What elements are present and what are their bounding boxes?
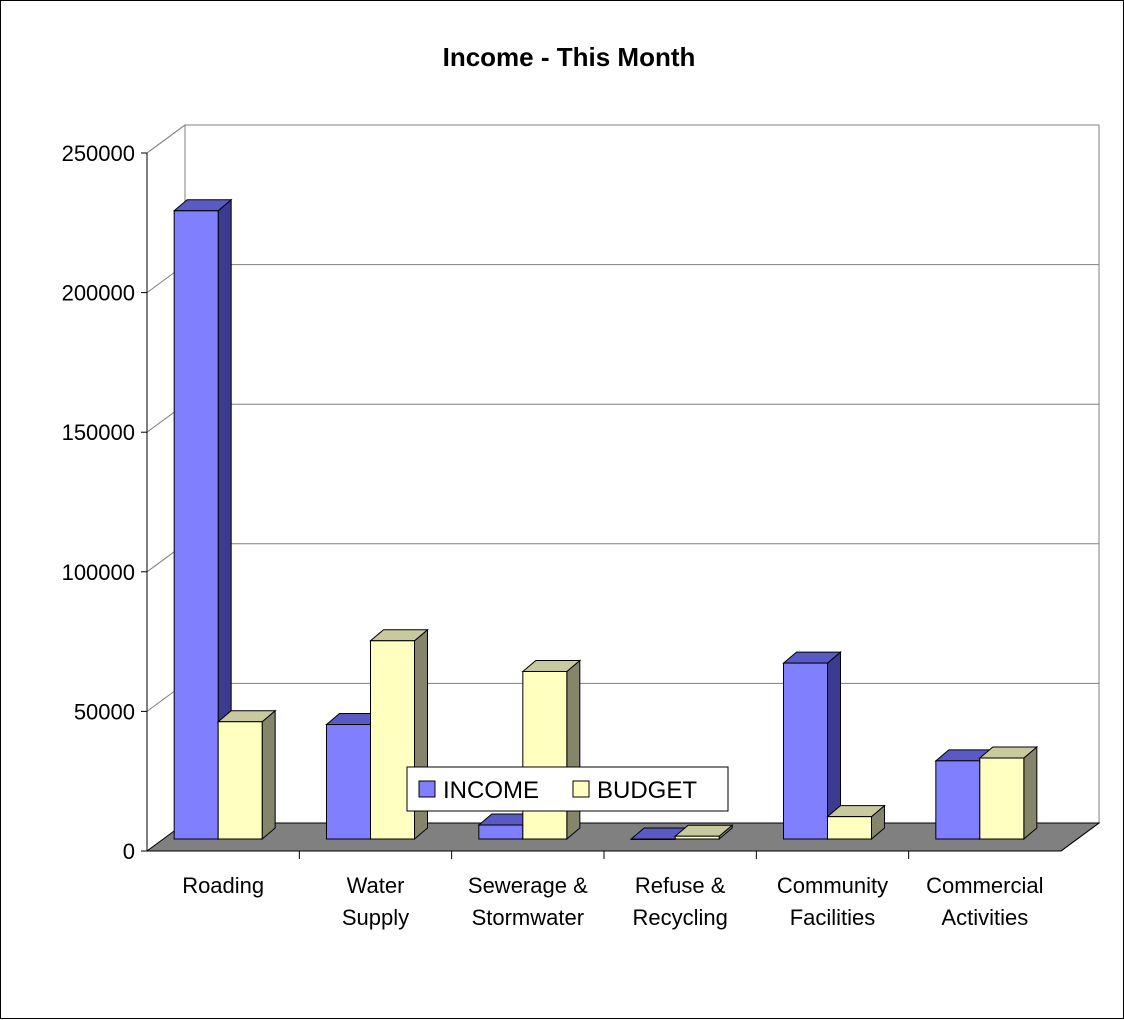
- bar-front: [217, 721, 263, 840]
- legend-label-budget: BUDGET: [597, 777, 697, 804]
- gridline: [146, 543, 1099, 573]
- bar-income: [782, 651, 842, 841]
- chart-walls: [145, 124, 1101, 852]
- bar-budget: [673, 824, 734, 841]
- bar-front: [326, 724, 371, 840]
- floor-right-edge: [1060, 822, 1100, 852]
- gridline: [146, 403, 1099, 433]
- bar-front: [522, 670, 568, 840]
- bar-front: [630, 838, 676, 840]
- bar-budget: [826, 804, 886, 841]
- bar-side: [566, 659, 581, 841]
- legend-swatch-income: [418, 780, 436, 798]
- bar-side: [261, 709, 276, 841]
- x-tick-label: Sewerage & Stormwater: [468, 873, 588, 930]
- bars: [172, 198, 1039, 841]
- gridlines: [146, 124, 1099, 712]
- x-tick-label: Commercial Activities: [926, 873, 1043, 930]
- bar-side: [1023, 745, 1038, 841]
- gridline: [146, 124, 1099, 154]
- y-tick-label: 50000: [74, 699, 135, 724]
- chart-title: Income - This Month: [443, 42, 696, 72]
- bar-front: [478, 824, 524, 840]
- gridline: [146, 264, 1099, 294]
- x-tick-label: Water Supply: [342, 873, 409, 930]
- legend-label-income: INCOME: [443, 777, 539, 804]
- y-axis: 0 50000 100000 150000 200000 250000: [62, 141, 148, 864]
- y-tick-label: 100000: [62, 560, 135, 585]
- y-tick-label: 200000: [62, 281, 135, 306]
- bar-front: [674, 835, 720, 840]
- y-tick-label: 250000: [62, 141, 135, 166]
- bar-front: [935, 760, 981, 840]
- legend: INCOME BUDGET: [406, 766, 729, 812]
- bar-budget: [978, 745, 1039, 841]
- legend-swatch-budget: [572, 780, 590, 798]
- x-tick-label: Roading: [182, 873, 264, 898]
- legend-box: [406, 766, 729, 812]
- gridline: [146, 682, 1099, 712]
- bar-front: [979, 757, 1025, 840]
- bar-budget: [521, 659, 582, 841]
- y-tick-label: 0: [123, 839, 135, 864]
- bar-income: [172, 198, 233, 841]
- bar-front: [827, 816, 872, 840]
- x-axis: Roading Water Supply Sewerage & Stormwater Re…: [147, 822, 1100, 930]
- x-tick-label: Community Facilities: [777, 873, 888, 930]
- bar-front: [173, 210, 219, 840]
- bar-budget: [216, 709, 277, 841]
- bar-front: [783, 662, 828, 840]
- y-tick-label: 150000: [62, 420, 135, 445]
- x-tick-label: Refuse & Recycling: [632, 873, 727, 930]
- back-wall: [184, 124, 1100, 823]
